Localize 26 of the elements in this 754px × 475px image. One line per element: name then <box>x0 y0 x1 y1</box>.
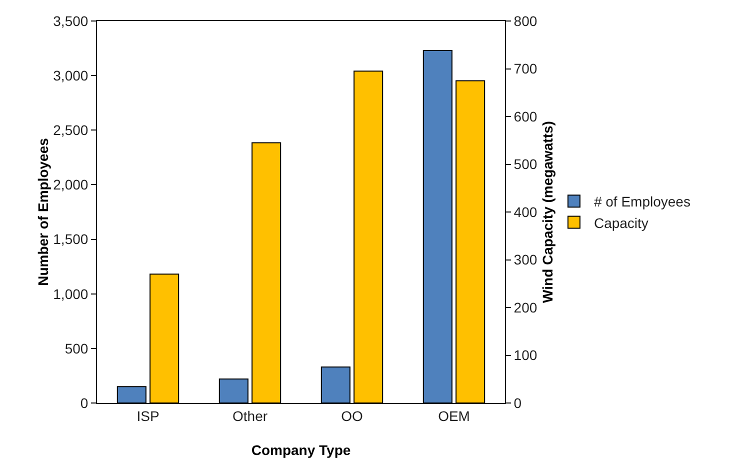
legend-label: # of Employees <box>594 194 690 210</box>
y2-axis-title: Wind Capacity (megawatts) <box>539 121 556 303</box>
y2-tick-label: 100 <box>514 347 538 364</box>
y-tick-label: 1,000 <box>53 286 88 302</box>
x-tick-label: ISP <box>136 408 160 424</box>
y-tick-label: 2,500 <box>53 122 88 138</box>
y2-tick-label: 0 <box>514 394 522 411</box>
y2-tick-label: 700 <box>514 60 538 77</box>
y2-tick-label: 300 <box>514 252 538 268</box>
y2-tick-label: 200 <box>514 299 538 316</box>
y2-tick-label: 400 <box>514 204 538 220</box>
x-axis-title: Company Type <box>251 442 351 458</box>
y-tick-label: 3,000 <box>53 67 88 84</box>
x-tick-label: Other <box>232 408 268 424</box>
y2-tick-label: 800 <box>514 12 538 29</box>
y-tick-label: 3,500 <box>53 12 88 29</box>
y-tick-label: 500 <box>64 340 88 356</box>
x-tick-label: OEM <box>438 408 470 424</box>
y-tick-label: 2,000 <box>53 176 88 193</box>
y2-tick-label: 500 <box>514 156 538 172</box>
y-axis-title: Number of Employees <box>35 138 52 286</box>
x-tick-label: OO <box>341 408 363 424</box>
legend-label: Capacity <box>594 214 648 231</box>
y2-tick-label: 600 <box>514 108 538 124</box>
y-tick-label: 1,500 <box>53 231 88 248</box>
y-tick-label: 0 <box>80 394 88 411</box>
